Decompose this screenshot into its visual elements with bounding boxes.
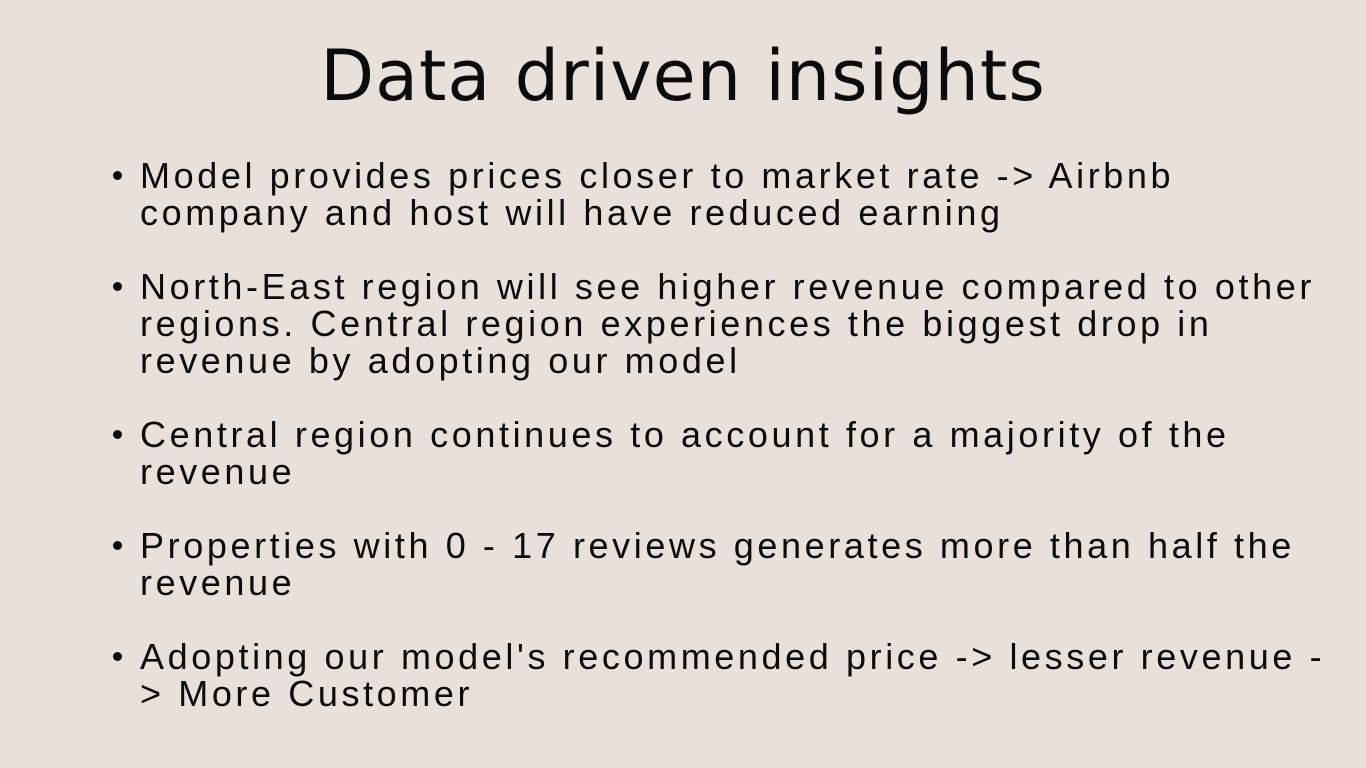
slide-title: Data driven insights [320,35,1046,117]
insight-item: Central region continues to account for … [113,416,1330,490]
insight-item: Adopting our model's recommended price -… [113,638,1330,712]
insight-item: North-East region will see higher revenu… [113,268,1330,379]
insight-item: Model provides prices closer to market r… [113,157,1330,231]
insight-item: Properties with 0 - 17 reviews generates… [113,527,1330,601]
insights-list: Model provides prices closer to market r… [113,157,1330,749]
